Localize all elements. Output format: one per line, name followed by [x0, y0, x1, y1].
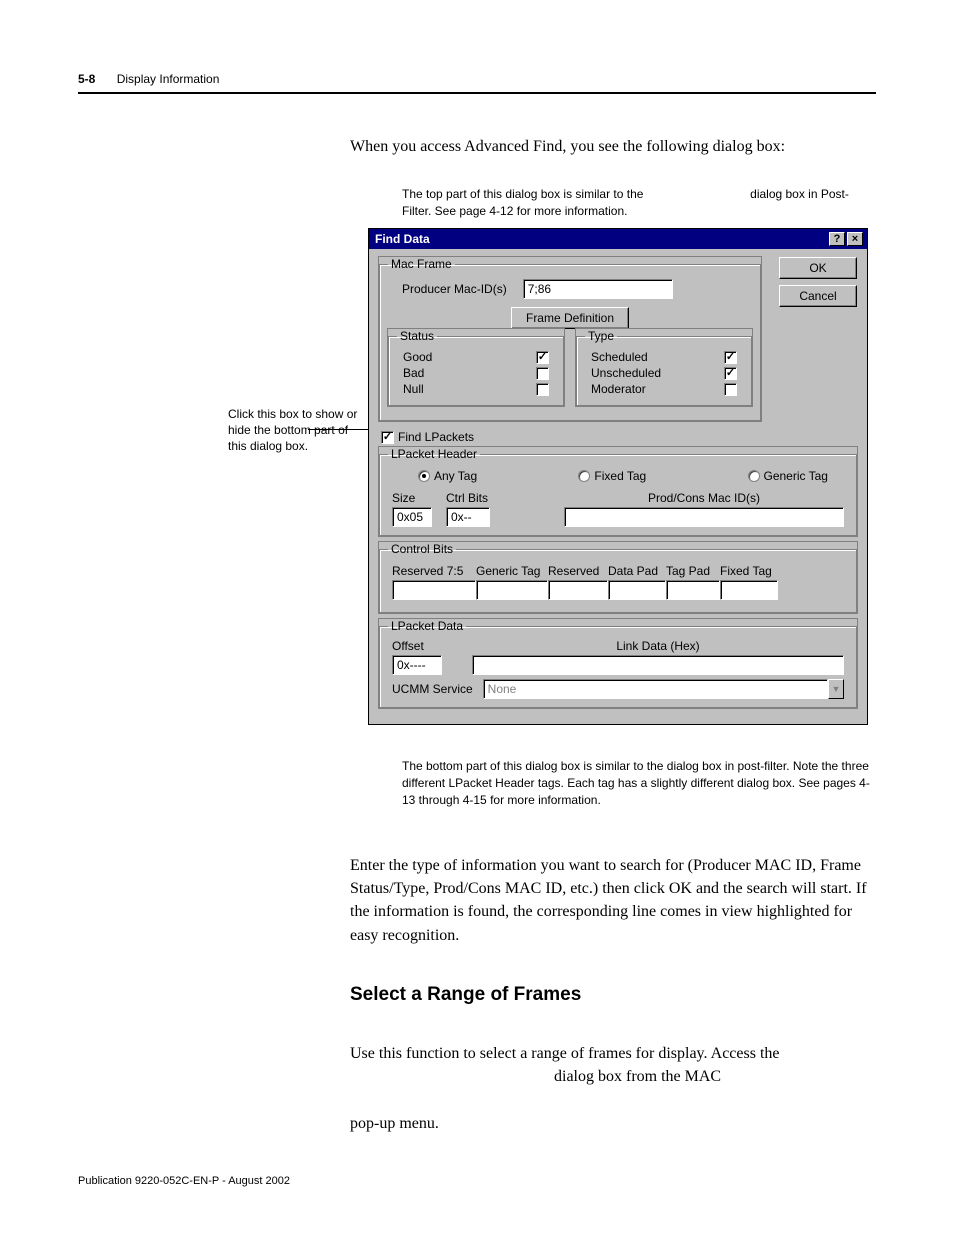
control-bits-cell[interactable] — [476, 580, 548, 600]
offset-input[interactable] — [392, 655, 442, 675]
control-bits-legend: Control Bits — [388, 542, 456, 556]
control-bits-col: Generic Tag — [476, 564, 548, 600]
generic-tag-radio[interactable] — [748, 470, 760, 482]
page-number: 5-8 — [78, 72, 95, 86]
control-bits-header: Tag Pad — [666, 564, 710, 580]
annotation-arrow-line — [308, 429, 372, 430]
find-lpackets-row: ✓ Find LPackets — [379, 427, 857, 447]
control-bits-cell[interactable] — [548, 580, 608, 600]
control-bits-header: Data Pad — [608, 564, 658, 580]
cancel-button[interactable]: Cancel — [779, 285, 857, 307]
lpacket-header-legend: LPacket Header — [388, 447, 480, 461]
any-tag-radio-label[interactable]: Any Tag — [418, 469, 477, 483]
mac-frame-legend: Mac Frame — [388, 257, 455, 271]
find-lpackets-label: Find LPackets — [398, 430, 474, 444]
control-bits-cell[interactable] — [720, 580, 778, 600]
control-bits-col: Tag Pad — [666, 564, 720, 600]
link-data-input[interactable] — [472, 655, 844, 675]
type-moderator-label: Moderator — [591, 382, 646, 396]
fixed-tag-radio-label[interactable]: Fixed Tag — [578, 469, 646, 483]
chapter-title: Display Information — [117, 72, 220, 86]
type-scheduled-label: Scheduled — [591, 350, 648, 364]
control-bits-col: Data Pad — [608, 564, 666, 600]
ucmm-combo[interactable]: ▼ — [483, 679, 844, 699]
control-bits-cell[interactable] — [392, 580, 476, 600]
any-tag-radio[interactable] — [418, 470, 430, 482]
status-null-label: Null — [403, 382, 424, 396]
status-bad-label: Bad — [403, 366, 424, 380]
control-bits-group: Control Bits Reserved 7:5 Generic Tag Rese… — [379, 542, 857, 613]
control-bits-header: Reserved 7:5 — [392, 564, 463, 580]
frame-definition-button[interactable]: Frame Definition — [511, 307, 629, 329]
prodcons-label: Prod/Cons Mac ID(s) — [648, 491, 760, 505]
lpacket-header-group: LPacket Header Any Tag Fixed Tag Generic… — [379, 447, 857, 536]
type-legend: Type — [585, 329, 617, 343]
control-bits-col: Reserved — [548, 564, 608, 600]
ctrl-bits-input[interactable] — [446, 507, 490, 527]
generic-tag-radio-label[interactable]: Generic Tag — [748, 469, 828, 483]
type-unscheduled-label: Unscheduled — [591, 366, 661, 380]
close-icon[interactable]: × — [847, 232, 863, 246]
ucmm-value[interactable] — [483, 679, 828, 699]
publication-footer: Publication 9220-052C-EN-P - August 2002 — [78, 1175, 290, 1187]
prodcons-input[interactable] — [564, 507, 844, 527]
body-paragraph-2: Use this function to select a range of f… — [350, 1042, 876, 1135]
type-unscheduled-checkbox[interactable]: ✓ — [724, 367, 737, 380]
fixed-tag-radio[interactable] — [578, 470, 590, 482]
control-bits-header: Generic Tag — [476, 564, 540, 580]
size-label: Size — [392, 491, 432, 505]
find-data-dialog: Find Data ? × OK Cancel Mac Frame Produc… — [368, 228, 868, 725]
type-group: Type Scheduled ✓ Unscheduled ✓ Moderator — [576, 329, 752, 406]
ctrl-bits-label: Ctrl Bits — [446, 491, 490, 505]
help-icon[interactable]: ? — [829, 232, 845, 246]
status-group: Status Good ✓ Bad Null — [388, 329, 564, 406]
status-null-checkbox[interactable] — [536, 383, 549, 396]
dialog-title: Find Data — [375, 232, 827, 246]
chevron-down-icon[interactable]: ▼ — [828, 679, 844, 699]
control-bits-cell[interactable] — [608, 580, 666, 600]
ucmm-label: UCMM Service — [392, 682, 473, 696]
ok-button[interactable]: OK — [779, 257, 857, 279]
control-bits-col: Fixed Tag — [720, 564, 778, 600]
mac-frame-group: Mac Frame Producer Mac-ID(s) Frame Defin… — [379, 257, 761, 421]
page-header: 5-8 Display Information — [78, 72, 876, 94]
producer-mac-label: Producer Mac-ID(s) — [402, 282, 507, 296]
section-heading: Select a Range of Frames — [350, 984, 581, 1006]
size-input[interactable] — [392, 507, 432, 527]
find-lpackets-checkbox[interactable]: ✓ — [381, 431, 394, 444]
caption-top-a: The top part of this dialog box is simil… — [402, 187, 643, 201]
body-paragraph-1: Enter the type of information you want t… — [350, 854, 876, 947]
offset-label: Offset — [392, 639, 442, 653]
type-moderator-checkbox[interactable] — [724, 383, 737, 396]
type-scheduled-checkbox[interactable]: ✓ — [724, 351, 737, 364]
annotation-text: Click this box to show or hide the botto… — [228, 406, 358, 455]
status-legend: Status — [397, 329, 437, 343]
status-good-label: Good — [403, 350, 432, 364]
producer-mac-input[interactable] — [523, 279, 673, 299]
dialog-titlebar[interactable]: Find Data ? × — [369, 229, 867, 249]
caption-top: The top part of this dialog box is simil… — [402, 186, 876, 220]
caption-bottom: The bottom part of this dialog box is si… — [402, 758, 876, 808]
control-bits-header: Fixed Tag — [720, 564, 772, 580]
control-bits-cell[interactable] — [666, 580, 720, 600]
control-bits-header: Reserved — [548, 564, 599, 580]
status-bad-checkbox[interactable] — [536, 367, 549, 380]
intro-paragraph: When you access Advanced Find, you see t… — [350, 138, 876, 156]
control-bits-col: Reserved 7:5 — [392, 564, 476, 600]
status-good-checkbox[interactable]: ✓ — [536, 351, 549, 364]
lpacket-data-group: LPacket Data Offset Link Data (Hex) UCMM… — [379, 619, 857, 708]
lpacket-data-legend: LPacket Data — [388, 619, 466, 633]
link-data-label: Link Data (Hex) — [616, 639, 699, 653]
